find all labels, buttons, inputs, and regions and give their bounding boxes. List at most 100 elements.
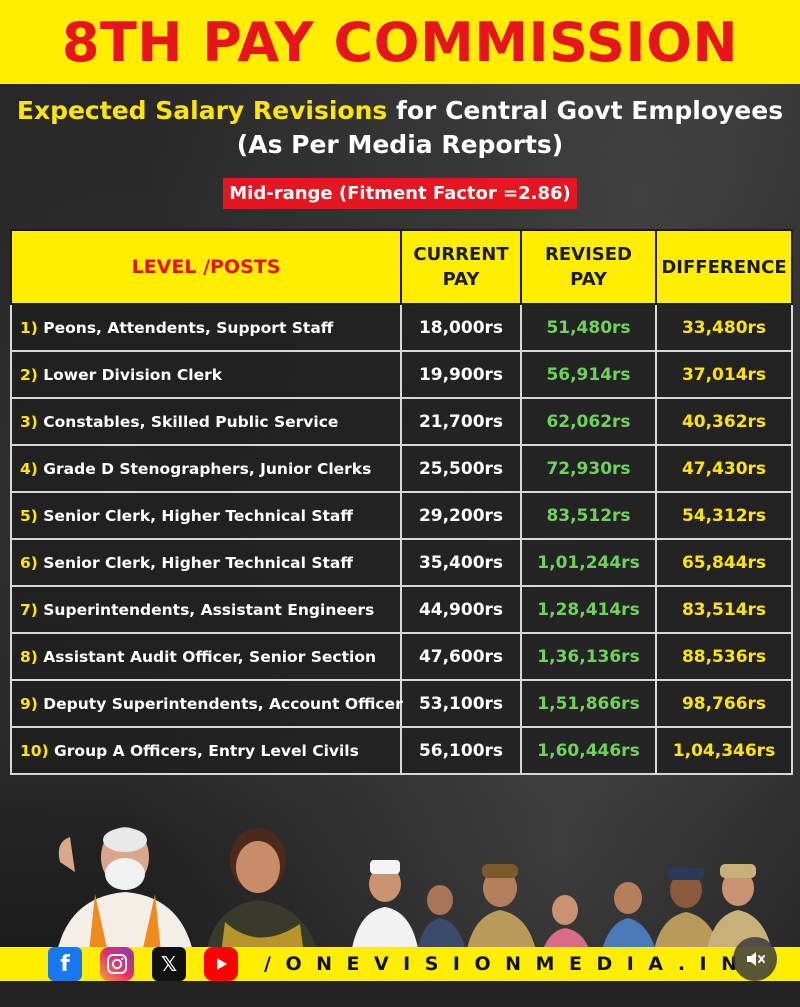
table-row: 4) Grade D Stenographers, Junior Clerks … [10, 444, 793, 493]
title-banner: 8TH PAY COMMISSION [0, 0, 800, 84]
table-header-row: LEVEL /POSTS CURRENT PAY REVISED PAY DIFFE… [10, 229, 793, 305]
table-row: 6) Senior Clerk, Higher Technical Staff … [10, 538, 793, 587]
x-icon[interactable]: 𝕏 [152, 947, 186, 981]
officials-photo-collage [55, 827, 774, 962]
difference-cell: 33,480rs [655, 303, 793, 352]
row-index: 6) [20, 553, 38, 572]
header-revised-pay: REVISED PAY [520, 229, 657, 305]
row-index: 3) [20, 412, 38, 431]
salary-table: LEVEL /POSTS CURRENT PAY REVISED PAY DIFFE… [10, 229, 793, 775]
subtitle-rest: for Central Govt Employees [387, 96, 784, 125]
header-current-line-2: PAY [442, 269, 480, 290]
facebook-glyph: f [60, 951, 70, 977]
difference-cell: 37,014rs [655, 350, 793, 399]
youtube-play-glyph [217, 958, 227, 970]
post-name: Lower Division Clerk [37, 365, 223, 384]
current-pay-cell: 25,500rs [400, 444, 522, 493]
difference-cell: 83,514rs [655, 585, 793, 634]
post-name: Group A Officers, Entry Level Civils [48, 741, 359, 760]
row-index: 1) [20, 318, 38, 337]
header-revised-line-1: REVISED [545, 244, 632, 265]
current-pay-cell: 21,700rs [400, 397, 522, 446]
row-index: 5) [20, 506, 38, 525]
post-cell: 3) Constables, Skilled Public Service [10, 397, 402, 446]
post-cell: 10) Group A Officers, Entry Level Civils [10, 726, 402, 775]
row-index: 9) [20, 694, 38, 713]
post-name: Superintendents, Assistant Engineers [37, 600, 375, 619]
post-cell: 9) Deputy Superintendents, Account Offic… [10, 679, 403, 728]
difference-cell: 65,844rs [655, 538, 793, 587]
footer-bar: f 𝕏 /ONEVISIONMEDIA.IN [0, 947, 800, 981]
revised-pay-cell: 1,28,414rs [520, 585, 657, 634]
website-handle[interactable]: /ONEVISIONMEDIA.IN [264, 953, 752, 975]
header-difference: DIFFERENCE [655, 229, 793, 305]
revised-pay-cell: 1,51,866rs [520, 679, 657, 728]
current-pay-cell: 29,200rs [400, 491, 522, 540]
header-level-posts: LEVEL /POSTS [10, 229, 402, 305]
revised-pay-cell: 72,930rs [520, 444, 657, 493]
post-cell: 7) Superintendents, Assistant Engineers [10, 585, 402, 634]
difference-cell: 88,536rs [655, 632, 793, 681]
youtube-icon[interactable] [204, 947, 238, 981]
post-name: Constables, Skilled Public Service [37, 412, 339, 431]
post-cell: 6) Senior Clerk, Higher Technical Staff [10, 538, 402, 587]
bottom-strip [0, 981, 800, 1007]
header-current-line-1: CURRENT [413, 244, 509, 265]
subtitle-highlight: Expected Salary Revisions [16, 96, 388, 125]
instagram-glyph [107, 954, 127, 974]
row-index: 2) [20, 365, 38, 384]
header-current-pay: CURRENT PAY [400, 229, 522, 305]
revised-pay-cell: 1,01,244rs [520, 538, 657, 587]
table-row: 5) Senior Clerk, Higher Technical Staff … [10, 491, 793, 540]
speaker-muted-glyph [747, 952, 765, 966]
fitment-factor-badge: Mid-range (Fitment Factor =2.86) [223, 178, 577, 209]
post-cell: 2) Lower Division Clerk [10, 350, 402, 399]
page-title: 8TH PAY COMMISSION [61, 10, 739, 74]
current-pay-cell: 18,000rs [400, 303, 522, 352]
table-row: 9) Deputy Superintendents, Account Offic… [10, 679, 793, 728]
row-index: 10) [20, 741, 49, 760]
table-row: 10) Group A Officers, Entry Level Civils… [10, 726, 793, 775]
post-cell: 4) Grade D Stenographers, Junior Clerks [10, 444, 402, 493]
post-name: Senior Clerk, Higher Technical Staff [37, 506, 353, 525]
difference-cell: 47,430rs [655, 444, 793, 493]
post-cell: 8) Assistant Audit Officer, Senior Secti… [10, 632, 402, 681]
instagram-icon[interactable] [100, 947, 134, 981]
post-name: Assistant Audit Officer, Senior Section [37, 647, 377, 666]
current-pay-cell: 53,100rs [400, 679, 522, 728]
difference-cell: 98,766rs [655, 679, 793, 728]
row-index: 8) [20, 647, 38, 666]
table-row: 8) Assistant Audit Officer, Senior Secti… [10, 632, 793, 681]
current-pay-cell: 44,900rs [400, 585, 522, 634]
current-pay-cell: 56,100rs [400, 726, 522, 775]
facebook-icon[interactable]: f [48, 947, 82, 981]
social-icons: f 𝕏 [48, 947, 238, 981]
mute-icon[interactable] [733, 937, 777, 981]
post-name: Grade D Stenographers, Junior Clerks [37, 459, 372, 478]
post-name: Deputy Superintendents, Account Officer [37, 694, 403, 713]
table-row: 1) Peons, Attendents, Support Staff 18,0… [10, 303, 793, 352]
person-woman-figure [205, 828, 320, 962]
subtitle-line-1: Expected Salary Revisions for Central Go… [0, 94, 800, 128]
person-left-figure [55, 827, 195, 962]
post-cell: 1) Peons, Attendents, Support Staff [10, 303, 402, 352]
difference-cell: 40,362rs [655, 397, 793, 446]
post-name: Peons, Attendents, Support Staff [37, 318, 334, 337]
current-pay-cell: 47,600rs [400, 632, 522, 681]
subtitle: Expected Salary Revisions for Central Go… [0, 94, 800, 162]
header-revised-line-2: PAY [570, 269, 607, 290]
current-pay-cell: 35,400rs [400, 538, 522, 587]
row-index: 4) [20, 459, 38, 478]
post-cell: 5) Senior Clerk, Higher Technical Staff [10, 491, 402, 540]
revised-pay-cell: 1,36,136rs [520, 632, 657, 681]
revised-pay-cell: 51,480rs [520, 303, 657, 352]
table-row: 7) Superintendents, Assistant Engineers … [10, 585, 793, 634]
difference-cell: 54,312rs [655, 491, 793, 540]
revised-pay-cell: 1,60,446rs [520, 726, 657, 775]
difference-cell: 1,04,346rs [655, 726, 793, 775]
table-row: 2) Lower Division Clerk 19,900rs 56,914r… [10, 350, 793, 399]
subtitle-line-2: (As Per Media Reports) [236, 130, 564, 159]
current-pay-cell: 19,900rs [400, 350, 522, 399]
revised-pay-cell: 83,512rs [520, 491, 657, 540]
x-glyph: 𝕏 [160, 952, 178, 976]
